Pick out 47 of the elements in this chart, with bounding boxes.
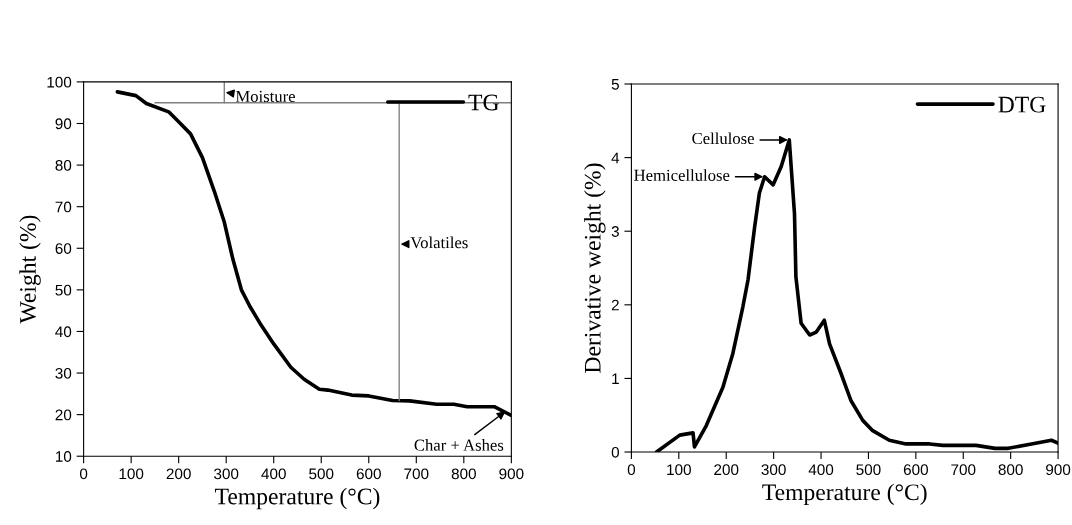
x-tick-label: 300: [214, 468, 239, 480]
x-tick-label: 300: [761, 464, 786, 476]
y-tick-label: 60: [55, 243, 72, 254]
annotation: Char + Ashes: [414, 439, 504, 451]
y-tick-label: 4: [611, 152, 620, 164]
y-tick-label: 40: [55, 326, 72, 338]
y-tick-label: 0: [611, 446, 620, 458]
x-tick-label: 600: [356, 468, 381, 480]
annotation: Hemicellulose: [634, 169, 730, 181]
y-tick-label: 70: [55, 201, 72, 213]
x-axis-title: Temperature (°C): [762, 483, 927, 506]
x-tick-label: 700: [404, 468, 429, 480]
y-tick-label: 80: [55, 159, 72, 171]
x-tick-label: 800: [998, 464, 1023, 476]
x-tick-label: 900: [499, 468, 524, 480]
legend-label: TG: [468, 94, 499, 111]
x-tick-label: 700: [951, 464, 976, 476]
x-tick-label: 500: [856, 464, 881, 476]
x-tick-label: 200: [714, 464, 739, 476]
x-tick-label: 100: [119, 468, 144, 480]
annotation: Cellulose: [692, 132, 754, 145]
x-tick-label: 600: [903, 464, 928, 476]
x-tick-label: 100: [667, 464, 691, 476]
annotation: Volatiles: [410, 236, 468, 249]
x-tick-label: 0: [627, 464, 636, 476]
y-axis-title: Weight (%): [19, 215, 41, 324]
x-axis-title: Temperature (°C): [215, 487, 380, 510]
y-tick-label: 30: [55, 367, 72, 379]
x-tick-label: 200: [166, 468, 191, 480]
legend-label: DTG: [998, 96, 1046, 113]
x-tick-label: 800: [451, 468, 476, 480]
y-tick-label: 20: [55, 409, 72, 421]
y-tick-label: 50: [55, 284, 72, 296]
x-tick-label: 900: [1046, 464, 1071, 476]
y-tick-label: 3: [611, 226, 619, 237]
x-tick-label: 500: [309, 468, 334, 480]
y-tick-label: 90: [55, 118, 72, 130]
annotation: Moisture: [235, 90, 296, 103]
y-tick-label: 5: [611, 79, 619, 90]
y-tick-label: 1: [612, 373, 619, 384]
x-tick-label: 400: [808, 464, 834, 476]
x-tick-label: 400: [261, 468, 286, 480]
y-axis-title: Derivative weight (%): [584, 163, 606, 373]
y-tick-label: 100: [47, 76, 72, 88]
y-tick-label: 10: [55, 451, 72, 462]
x-tick-label: 0: [79, 468, 88, 480]
y-tick-label: 2: [611, 299, 619, 311]
